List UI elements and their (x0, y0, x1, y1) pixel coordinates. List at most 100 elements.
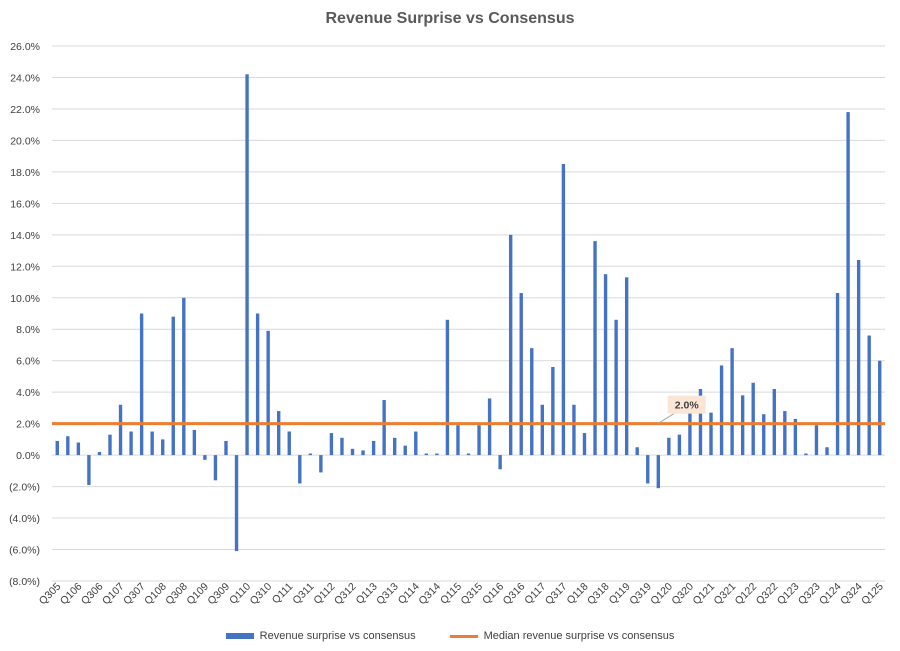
x-tick-label: Q107 (100, 581, 127, 608)
y-tick-label: (6.0%) (9, 545, 40, 557)
bar (403, 445, 407, 456)
x-tick-label: Q307 (121, 581, 148, 608)
annotation-label: 2.0% (675, 400, 700, 412)
y-tick-label: (2.0%) (9, 482, 40, 494)
bar (783, 411, 787, 456)
legend-item-bars: Revenue surprise vs consensus (225, 630, 416, 642)
y-tick-label: 6.0% (16, 356, 40, 368)
bar (477, 425, 481, 456)
bar (593, 241, 597, 456)
y-tick-label: 4.0% (16, 387, 40, 399)
bar (603, 274, 608, 456)
x-tick-label: Q308 (163, 581, 190, 608)
bar (97, 451, 102, 456)
bar (846, 112, 850, 456)
bar (245, 74, 249, 456)
bar (340, 437, 344, 456)
x-tick-label: Q317 (543, 581, 570, 608)
y-tick-label: 12.0% (10, 261, 40, 273)
y-tick-label: 0.0% (16, 450, 40, 462)
x-tick-label: Q315 (459, 581, 486, 608)
y-tick-label: 22.0% (10, 104, 40, 116)
bar (414, 431, 418, 456)
bar (350, 448, 355, 456)
bar (614, 319, 618, 456)
x-tick-label: Q110 (227, 581, 253, 607)
bar (277, 411, 281, 456)
bar (551, 367, 555, 456)
bar (540, 404, 544, 456)
y-tick-label: 8.0% (16, 324, 40, 336)
y-tick-label: (4.0%) (9, 513, 40, 525)
x-tick-label: Q124 (817, 581, 844, 608)
bar (203, 455, 207, 460)
annotation-box (667, 395, 706, 414)
bar (793, 418, 798, 456)
bar (814, 425, 819, 456)
x-tick-label: Q306 (79, 581, 106, 608)
bar (445, 319, 450, 456)
legend-swatch-bars (225, 633, 254, 639)
bar (762, 414, 766, 456)
x-tick-label: Q310 (248, 581, 275, 608)
x-tick-label: Q305 (37, 581, 64, 608)
x-tick-label: Q108 (142, 581, 169, 608)
chart-title: Revenue Surprise vs Consensus (325, 10, 575, 27)
bar (519, 293, 523, 456)
legend-item-median: Median revenue surprise vs consensus (449, 630, 675, 642)
legend-label-median: Median revenue surprise vs consensus (483, 630, 675, 642)
bar (825, 447, 829, 456)
x-tick-label: Q112 (311, 581, 337, 607)
x-tick-label: Q314 (416, 581, 443, 608)
bar (667, 437, 671, 456)
x-tick-label: Q320 (669, 581, 696, 608)
bar (382, 400, 386, 456)
x-tick-label: Q324 (838, 581, 865, 608)
y-tick-label: 10.0% (10, 293, 40, 305)
x-tick-label: Q123 (775, 581, 802, 608)
bar (530, 348, 534, 456)
x-tick-label: Q319 (627, 581, 654, 608)
y-tick-label: 26.0% (10, 41, 40, 53)
bar (466, 453, 471, 456)
bar (572, 404, 576, 456)
bar (656, 455, 660, 489)
bar (646, 455, 650, 484)
x-tick-label: Q318 (585, 581, 612, 608)
x-tick-label: Q114 (396, 581, 422, 607)
x-tick-label: Q121 (690, 581, 717, 608)
bar (393, 437, 397, 456)
x-tick-label: Q323 (796, 581, 823, 608)
y-tick-label: 2.0% (16, 419, 40, 431)
x-tick-label: Q122 (733, 581, 760, 608)
bar (55, 440, 59, 456)
bar (192, 429, 197, 456)
bar (677, 434, 682, 456)
bar (224, 440, 228, 456)
x-tick-label: Q322 (754, 581, 781, 608)
bar (498, 455, 502, 470)
bar (118, 404, 123, 456)
bar (161, 439, 165, 456)
x-tick-label: Q118 (565, 581, 591, 607)
bar (624, 277, 629, 456)
bar (508, 234, 513, 456)
bar (182, 297, 186, 456)
bar (487, 398, 492, 456)
legend-swatch-median (449, 634, 478, 638)
x-tick-label: Q113 (354, 581, 380, 607)
bar (76, 442, 81, 456)
bar (255, 313, 260, 456)
x-tick-label: Q311 (290, 581, 316, 607)
bar (319, 455, 323, 473)
annotation-leader (657, 413, 675, 425)
x-tick-label: Q120 (648, 581, 675, 608)
bar (424, 453, 429, 456)
bar (709, 412, 713, 456)
bar (835, 293, 840, 456)
chart-legend: Revenue surprise vs consensus Median rev… (0, 630, 900, 642)
bar (308, 453, 313, 456)
bar (361, 450, 365, 456)
legend-label-bars: Revenue surprise vs consensus (259, 630, 416, 642)
